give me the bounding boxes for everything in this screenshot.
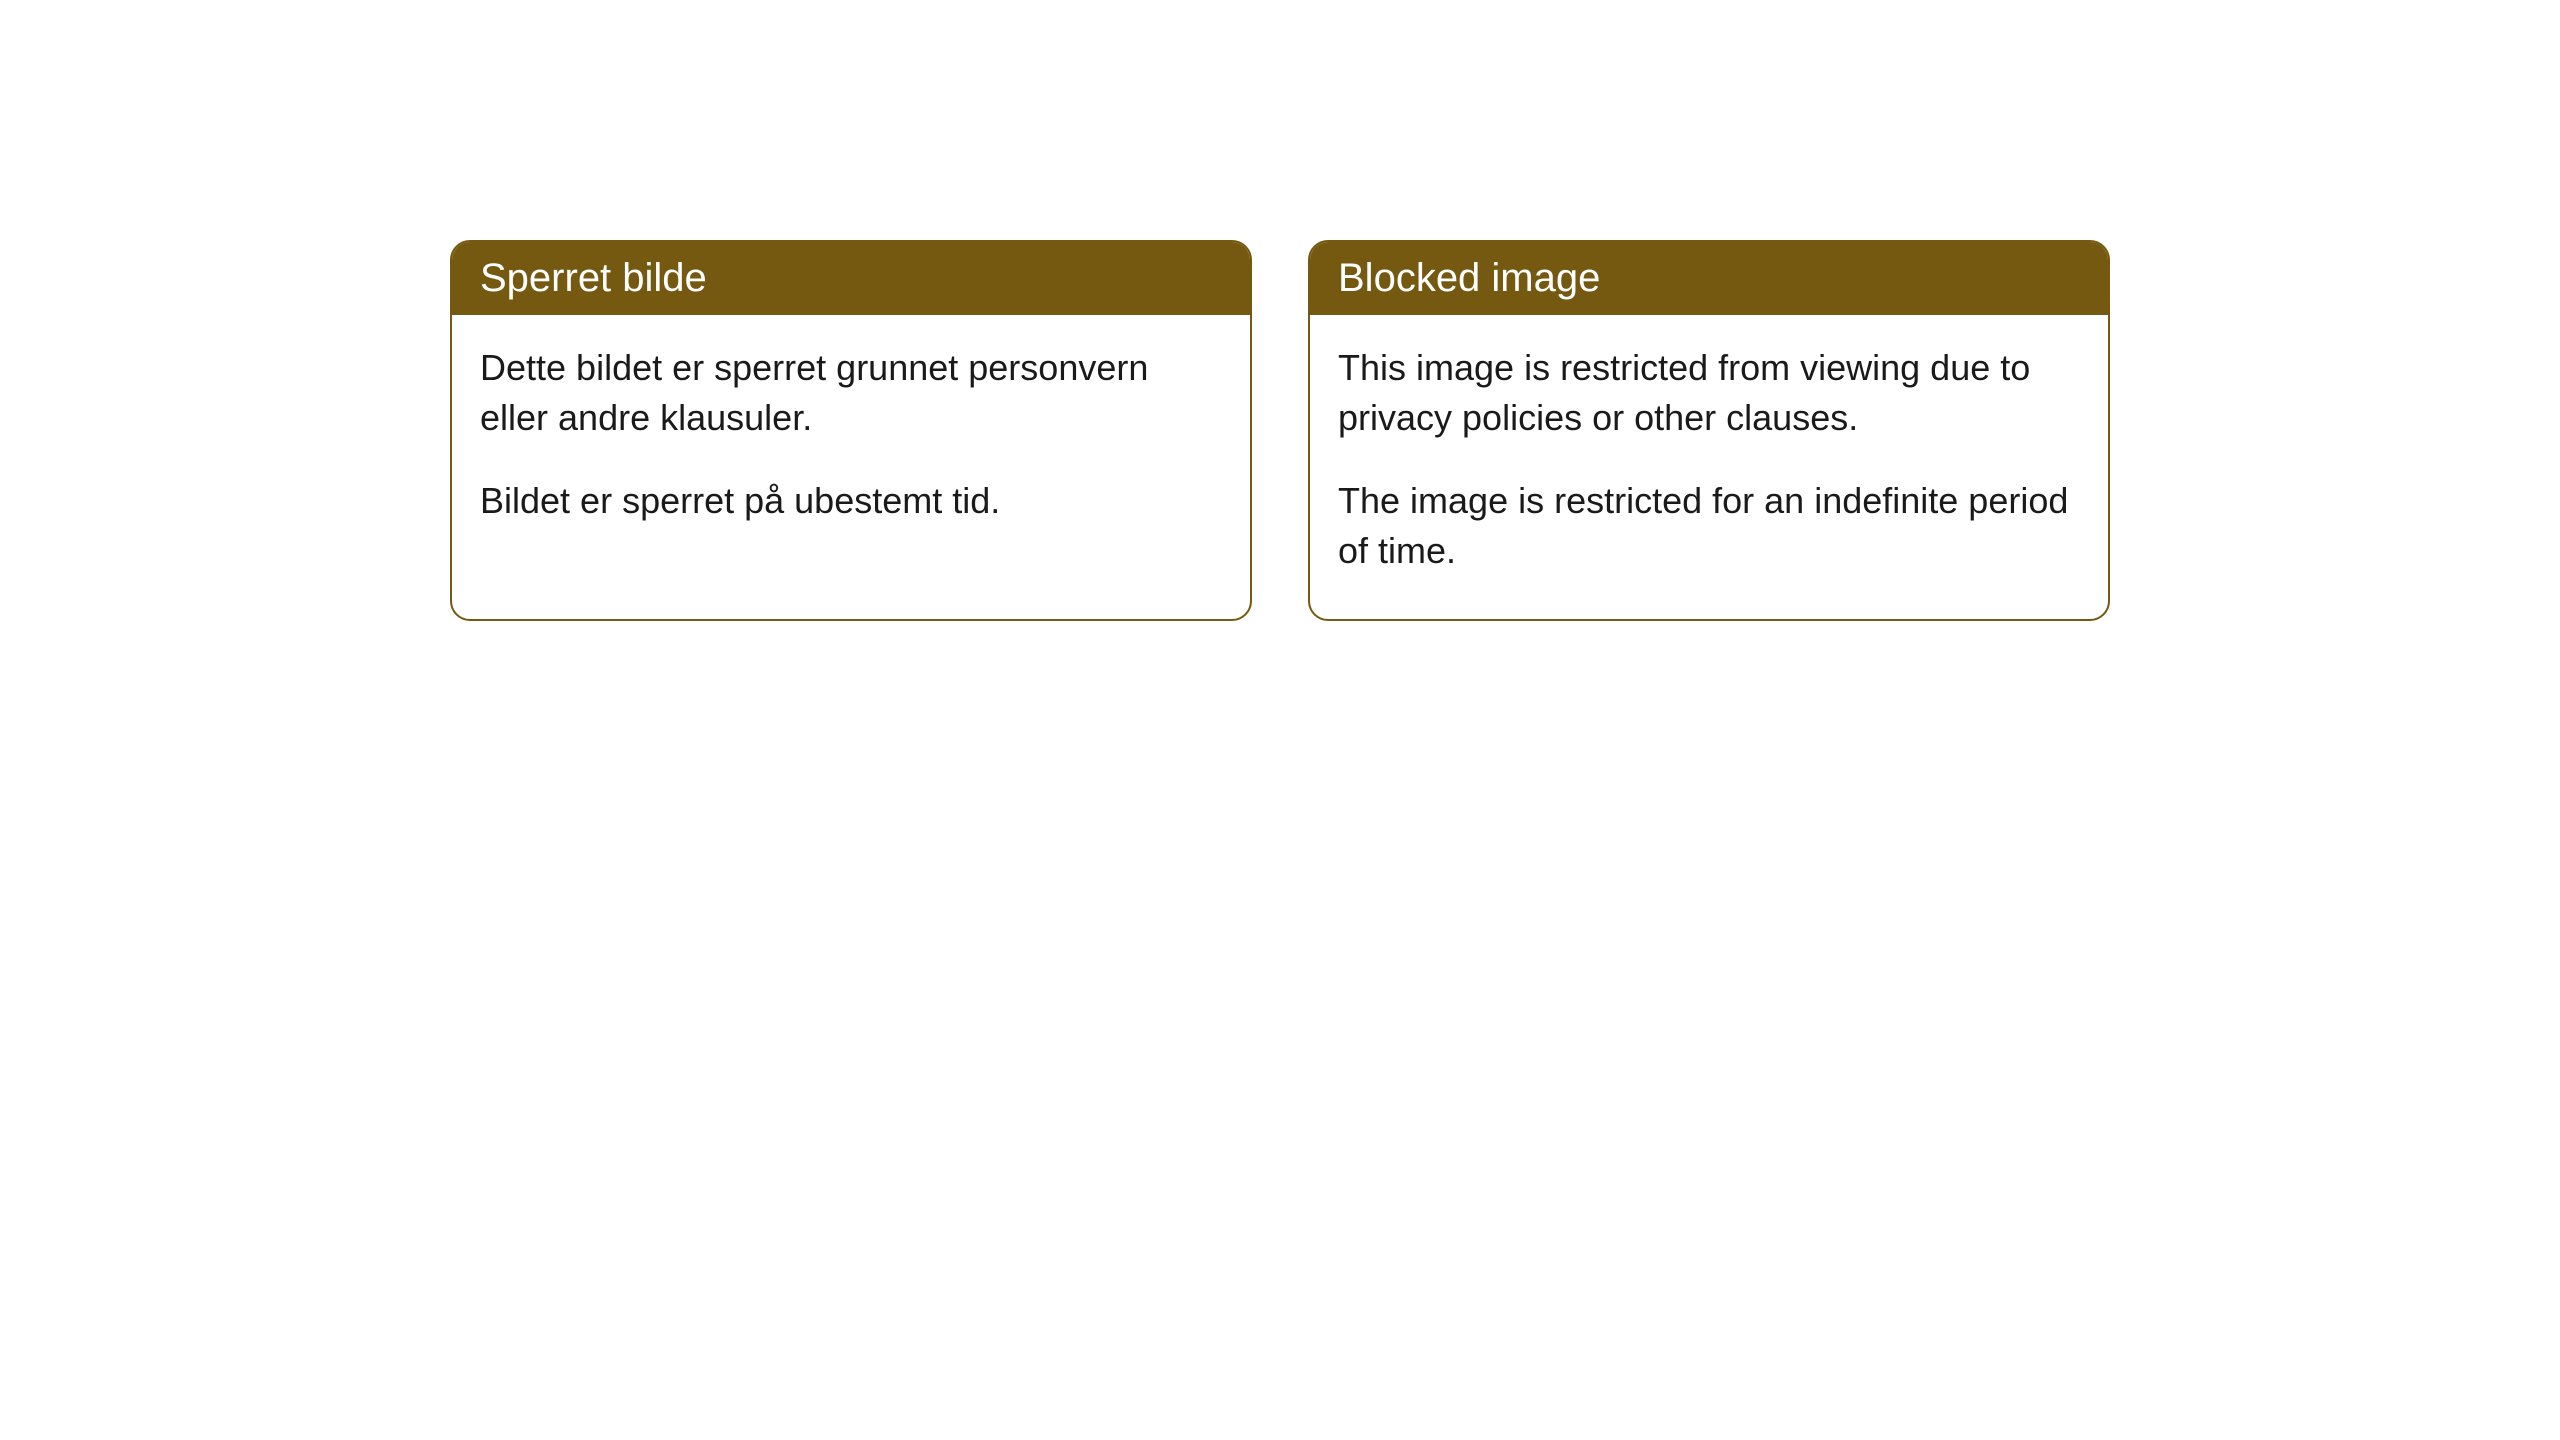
card-body-norwegian: Dette bildet er sperret grunnet personve… <box>452 315 1250 568</box>
card-paragraph-1-norwegian: Dette bildet er sperret grunnet personve… <box>480 343 1222 444</box>
card-paragraph-2-norwegian: Bildet er sperret på ubestemt tid. <box>480 476 1222 526</box>
card-paragraph-2-english: The image is restricted for an indefinit… <box>1338 476 2080 577</box>
notice-container: Sperret bilde Dette bildet er sperret gr… <box>0 0 2560 621</box>
card-header-norwegian: Sperret bilde <box>452 242 1250 315</box>
card-title-norwegian: Sperret bilde <box>480 256 707 300</box>
card-paragraph-1-english: This image is restricted from viewing du… <box>1338 343 2080 444</box>
blocked-image-card-english: Blocked image This image is restricted f… <box>1308 240 2110 621</box>
card-header-english: Blocked image <box>1310 242 2108 315</box>
card-body-english: This image is restricted from viewing du… <box>1310 315 2108 619</box>
blocked-image-card-norwegian: Sperret bilde Dette bildet er sperret gr… <box>450 240 1252 621</box>
card-title-english: Blocked image <box>1338 256 1600 300</box>
